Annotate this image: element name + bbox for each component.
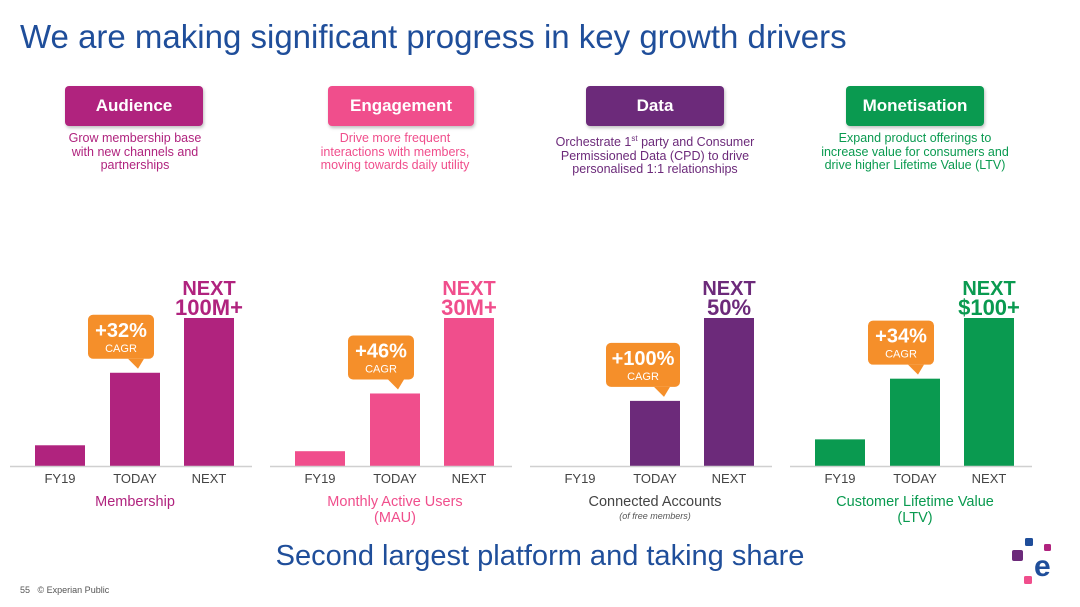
tick-label-today: TODAY — [113, 471, 157, 486]
footer-tagline: Second largest platform and taking share — [275, 540, 805, 572]
tick-label-next: NEXT — [192, 471, 227, 486]
axis-caption: Membership — [95, 494, 175, 510]
tick-label-next: NEXT — [972, 471, 1007, 486]
callout-pointer — [128, 358, 144, 369]
bar-fy19 — [35, 445, 85, 466]
cagr-callout: +100%CAGR — [606, 342, 680, 397]
page-number: 55 — [20, 585, 31, 595]
tick-label-fy19: FY19 — [564, 471, 595, 486]
panel-audience: Audience Grow membership base with new ch… — [10, 86, 260, 531]
callout-value: +46% — [355, 340, 407, 362]
tick-label-fy19: FY19 — [304, 471, 335, 486]
description-audience: Grow membership base with new channels a… — [68, 131, 202, 172]
cagr-callout: +32%CAGR — [88, 314, 154, 369]
next-label: NEXT — [702, 278, 755, 300]
callout-sub: CAGR — [365, 363, 397, 375]
next-target-label: 50% — [707, 295, 751, 320]
logo-square-3 — [1044, 544, 1051, 551]
next-label: NEXT — [182, 278, 235, 300]
callout-value: +100% — [612, 348, 675, 370]
description-engagement: Drive more frequent interactions with me… — [320, 131, 470, 172]
tick-label-fy19: FY19 — [44, 471, 75, 486]
callout-sub: CAGR — [885, 349, 917, 361]
tick-label-next: NEXT — [712, 471, 747, 486]
callout-box — [868, 320, 934, 365]
axis-caption: Customer Lifetime Value (LTV) — [836, 494, 994, 526]
panel-monetisation: Monetisation Expand product offerings to … — [790, 86, 1040, 531]
tick-label-next: NEXT — [452, 471, 487, 486]
callout-pointer — [654, 386, 670, 397]
bar-today — [890, 378, 940, 466]
pill-audience: Audience — [65, 86, 203, 126]
callout-sub: CAGR — [627, 371, 659, 383]
pill-engagement: Engagement — [328, 86, 474, 126]
bar-next — [704, 318, 754, 466]
callout-sub: CAGR — [105, 343, 137, 355]
bar-fy19 — [815, 439, 865, 466]
slide-title: We are making significant progress in ke… — [20, 18, 847, 55]
cagr-callout: +34%CAGR — [868, 320, 934, 375]
bar-fy19 — [295, 451, 345, 466]
bar-today — [370, 393, 420, 466]
next-target-label: 100M+ — [175, 295, 243, 320]
axis-caption: Connected Accounts — [588, 494, 722, 510]
callout-box — [606, 342, 680, 387]
axis-caption-note: (of free members) — [619, 511, 691, 521]
next-label: NEXT — [442, 278, 495, 300]
bar-next — [184, 318, 234, 466]
pill-data: Data — [586, 86, 724, 126]
logo-square-2 — [1025, 538, 1033, 546]
callout-value: +34% — [875, 326, 927, 348]
callout-pointer — [388, 379, 404, 390]
callout-value: +32% — [95, 320, 147, 342]
logo-letter: e — [1034, 550, 1051, 583]
logo-square-4 — [1024, 576, 1032, 584]
panel-engagement: Engagement Drive more frequent interactio… — [270, 86, 520, 531]
experian-logo-icon: e — [1012, 538, 1051, 584]
callout-box — [88, 314, 154, 359]
bar-next — [444, 318, 494, 466]
pill-monetisation: Monetisation — [846, 86, 984, 126]
bar-today — [630, 400, 680, 466]
callout-box — [348, 335, 414, 380]
description-data: Orchestrate 1st party and Consumer Permi… — [555, 134, 755, 177]
next-target-label: 30M+ — [441, 295, 497, 320]
panel-data: Data Orchestrate 1st party and Consumer P… — [530, 86, 780, 531]
classification-label: © Experian Public — [37, 585, 110, 595]
tick-label-today: TODAY — [893, 471, 937, 486]
tick-label-today: TODAY — [633, 471, 677, 486]
logo-square-1 — [1012, 550, 1023, 561]
axis-caption: Monthly Active Users (MAU) — [327, 494, 463, 526]
next-label: NEXT — [962, 278, 1015, 300]
description-monetisation: Expand product offerings to increase val… — [821, 131, 1009, 172]
tick-label-today: TODAY — [373, 471, 417, 486]
callout-pointer — [908, 364, 924, 375]
page-footer: 55 © Experian Public — [20, 585, 109, 595]
tick-label-fy19: FY19 — [824, 471, 855, 486]
next-target-label: $100+ — [958, 295, 1020, 320]
bar-today — [110, 372, 160, 466]
bar-next — [964, 318, 1014, 466]
cagr-callout: +46%CAGR — [348, 335, 414, 390]
